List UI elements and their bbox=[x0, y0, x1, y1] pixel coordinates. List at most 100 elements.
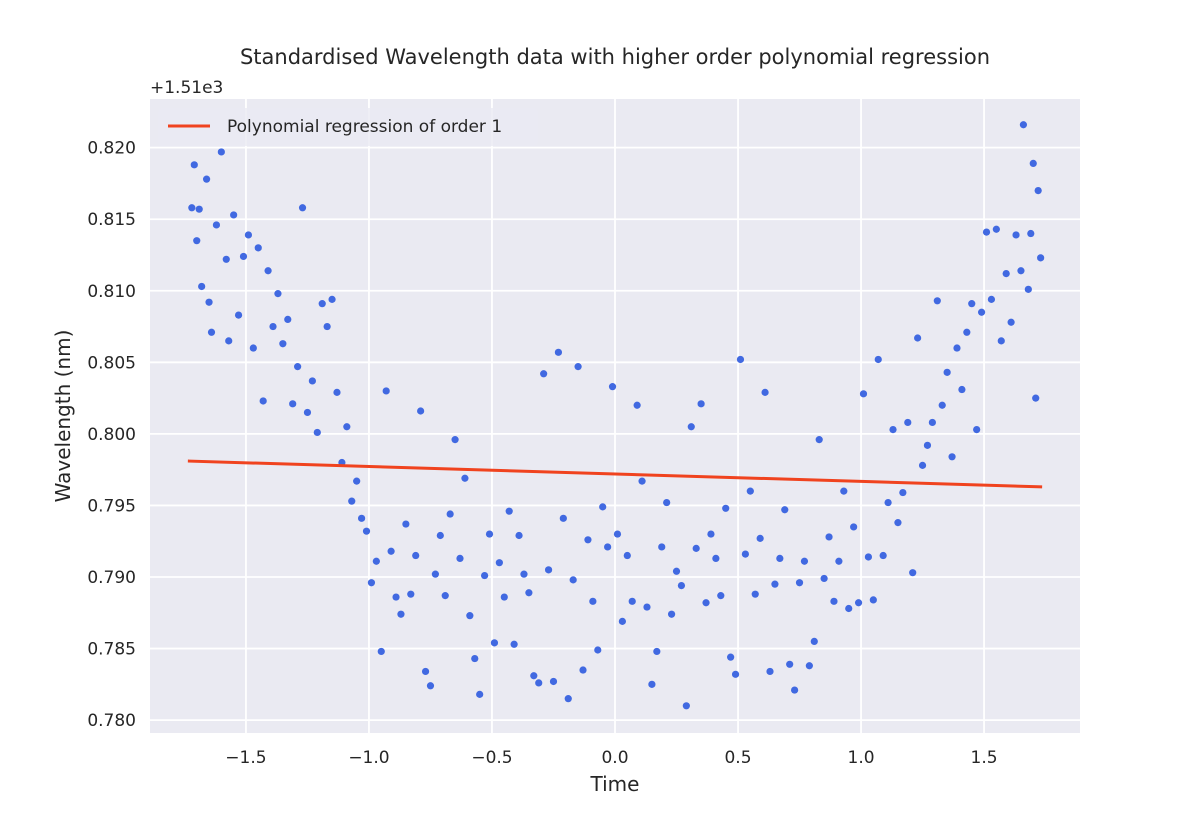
scatter-point bbox=[727, 653, 735, 661]
scatter-point bbox=[884, 498, 892, 507]
scatter-point bbox=[230, 211, 238, 219]
x-tick-label: 0.5 bbox=[724, 748, 751, 768]
scatter-point bbox=[692, 544, 700, 552]
scatter-point bbox=[520, 570, 528, 578]
y-axis-ticks: 0.780 0.785 0.790 0.795 0.800 0.805 0.810 0.815… bbox=[87, 139, 136, 731]
regression-line bbox=[187, 459, 1043, 489]
scatter-point bbox=[456, 554, 464, 562]
scatter-point bbox=[323, 322, 331, 331]
scatter-point bbox=[249, 344, 257, 352]
scatter-point bbox=[407, 590, 415, 598]
scatter-point bbox=[343, 423, 351, 431]
scatter-point bbox=[1029, 159, 1037, 168]
scatter-point bbox=[397, 610, 405, 618]
scatter-point bbox=[387, 547, 395, 555]
scatter-point bbox=[377, 647, 385, 656]
scatter-point bbox=[820, 574, 828, 583]
scatter-point bbox=[289, 400, 297, 408]
y-tick-label: 0.815 bbox=[87, 210, 136, 230]
y-tick-label: 0.785 bbox=[87, 640, 136, 660]
scatter-point bbox=[244, 231, 253, 239]
scatter-point bbox=[599, 503, 607, 511]
scatter-point bbox=[392, 593, 400, 601]
scatter-point bbox=[702, 599, 710, 607]
scatter-point bbox=[854, 599, 863, 607]
scatter-point bbox=[1019, 121, 1028, 129]
scatter-point bbox=[899, 488, 907, 497]
scatter-point bbox=[313, 428, 321, 437]
scatter-point bbox=[766, 667, 774, 676]
scatter-point bbox=[786, 660, 794, 668]
scatter-point bbox=[648, 680, 656, 688]
scatter-point bbox=[348, 497, 356, 505]
scatter-point bbox=[958, 385, 966, 394]
scatter-point bbox=[574, 363, 582, 371]
scatter-point bbox=[791, 686, 799, 694]
x-tick-label: −0.5 bbox=[471, 748, 512, 768]
scatter-point bbox=[264, 267, 272, 275]
scatter-point bbox=[628, 597, 636, 605]
scatter-point bbox=[308, 377, 316, 385]
scatter-point bbox=[225, 337, 233, 345]
scatter-point bbox=[810, 637, 818, 646]
scatter-point bbox=[918, 461, 927, 469]
scatter-point bbox=[722, 504, 730, 512]
y-tick-label: 0.795 bbox=[87, 496, 136, 516]
y-tick-label: 0.800 bbox=[87, 425, 136, 445]
scatter-point bbox=[212, 221, 221, 229]
scatter-point bbox=[269, 322, 277, 331]
legend-box bbox=[158, 108, 538, 146]
scatter-point bbox=[1027, 229, 1035, 238]
scatter-point bbox=[569, 576, 577, 584]
scatter-point bbox=[1012, 231, 1020, 239]
scatter-point bbox=[217, 148, 225, 156]
scatter-point bbox=[382, 387, 390, 395]
scatter-point bbox=[515, 531, 523, 540]
scatter-point bbox=[476, 690, 484, 698]
scatter-point bbox=[968, 300, 976, 308]
scatter-point bbox=[830, 597, 838, 605]
scatter-point bbox=[190, 161, 198, 169]
scatter-point bbox=[481, 571, 489, 580]
scatter-point bbox=[781, 506, 789, 514]
scatter-point bbox=[198, 282, 206, 291]
scatter-point bbox=[485, 530, 494, 538]
scatter-point bbox=[446, 510, 454, 518]
scatter-point bbox=[554, 348, 563, 356]
scatter-point bbox=[953, 344, 961, 352]
scatter-point bbox=[318, 300, 326, 308]
scatter-point bbox=[623, 551, 631, 560]
scatter-point bbox=[254, 244, 262, 252]
scatter-point bbox=[904, 418, 912, 427]
scatter-point bbox=[687, 423, 695, 431]
scatter-point bbox=[633, 401, 641, 409]
scatter-point bbox=[234, 311, 243, 319]
scatter-point bbox=[279, 340, 287, 348]
scatter-point bbox=[643, 603, 651, 611]
scatter-point bbox=[697, 400, 705, 408]
scatter-point bbox=[441, 592, 449, 600]
y-tick-label: 0.805 bbox=[87, 353, 136, 373]
scatter-point bbox=[677, 581, 686, 590]
scatter-point bbox=[530, 672, 538, 680]
scatter-point bbox=[328, 295, 336, 303]
scatter-point bbox=[202, 175, 211, 183]
scatter-point bbox=[874, 355, 882, 364]
scatter-point bbox=[977, 308, 986, 316]
y-tick-label: 0.780 bbox=[87, 711, 136, 731]
scatter-point bbox=[928, 418, 936, 427]
scatter-point bbox=[746, 487, 754, 495]
x-tick-label: 0.0 bbox=[601, 748, 628, 768]
scatter-point bbox=[417, 407, 425, 415]
scatter-point bbox=[436, 531, 444, 540]
scatter-point bbox=[805, 662, 813, 670]
scatter-point bbox=[1002, 270, 1010, 278]
scatter-point bbox=[535, 679, 543, 687]
scatter-point bbox=[825, 533, 833, 541]
x-tick-label: −1.0 bbox=[348, 748, 389, 768]
scatter-point bbox=[672, 567, 681, 575]
scatter-point bbox=[294, 363, 302, 371]
scatter-point bbox=[431, 570, 439, 578]
scatter-point bbox=[461, 474, 469, 482]
scatter-point bbox=[466, 612, 474, 620]
